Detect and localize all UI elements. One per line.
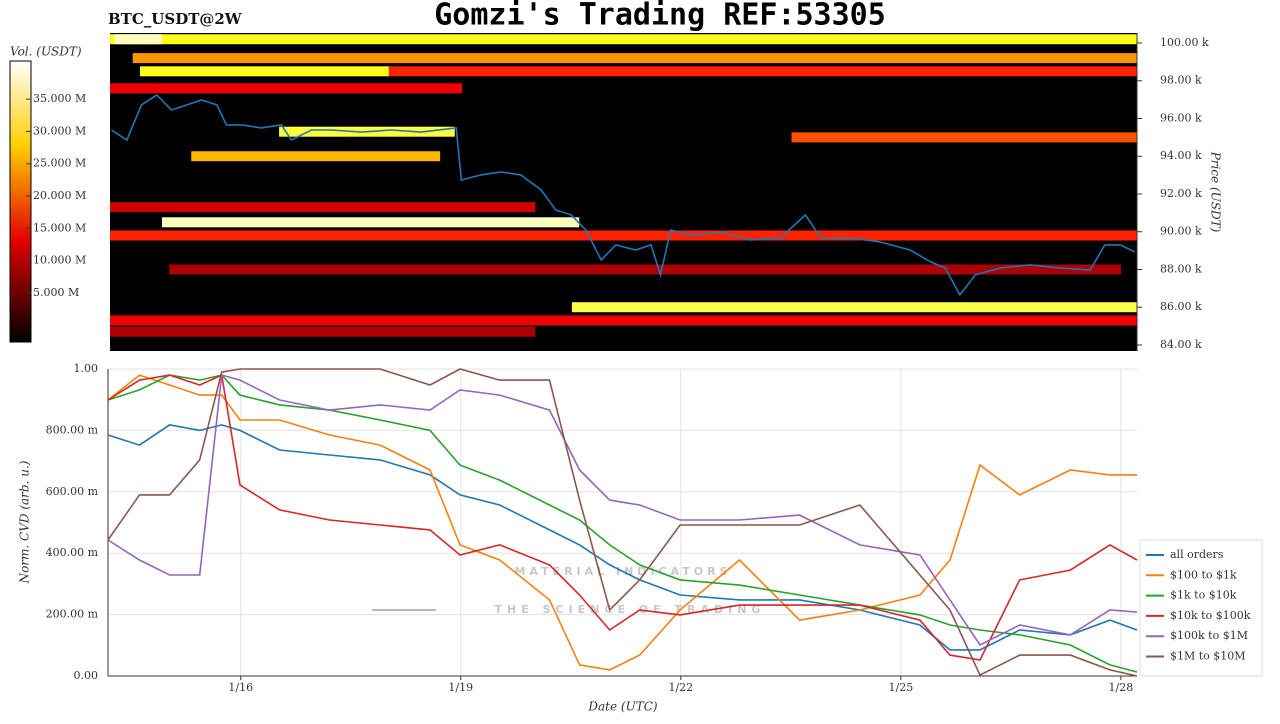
colorbar [9, 60, 32, 343]
y-tick-label: 86.00 k [1160, 300, 1202, 313]
watermark: MATERIAL INDICATORS [514, 565, 731, 578]
series-line [107, 373, 1138, 661]
x-tick-label: 1/19 [448, 681, 473, 694]
x-tick-label: 1/16 [228, 681, 253, 694]
legend-label: $10k to $100k [1170, 609, 1251, 622]
heat-cell [114, 34, 162, 45]
chart-title: Gomzi's Trading REF:53305 [434, 0, 886, 33]
price-line [111, 93, 1136, 297]
colorbar-tick-label: 5.000 M [33, 286, 79, 299]
x-axis-label: Date (UTC) [587, 700, 657, 714]
y-tick-label: 88.00 k [1160, 262, 1202, 275]
x-tick-label: 1/25 [888, 681, 913, 694]
heat-cell [110, 202, 536, 213]
heat-cell [169, 264, 1121, 275]
y-tick-label: 0.00 [74, 669, 99, 682]
y-tick-label: 800.00 m [46, 423, 99, 436]
heat-cell [791, 132, 1137, 143]
legend-label: $1k to $10k [1170, 589, 1237, 602]
watermark-subtext: THE SCIENCE OF TRADING [495, 603, 766, 616]
y-axis-label: Price (USDT) [1209, 151, 1223, 233]
y-tick-label: 84.00 k [1160, 338, 1202, 351]
heat-cell [132, 53, 1138, 64]
y-tick-label: 200.00 m [46, 608, 99, 621]
legend-label: all orders [1170, 548, 1224, 561]
heat-cell [110, 83, 463, 94]
series-line [107, 368, 1138, 677]
heat-cell [571, 302, 1137, 313]
colorbar-tick-label: 25.000 M [33, 157, 86, 170]
legend-box [1139, 539, 1263, 677]
y-tick-label: 90.00 k [1160, 225, 1202, 238]
legend-label: $1M to $10M [1170, 650, 1246, 663]
y-tick-label: 98.00 k [1160, 74, 1202, 87]
heat-cell [110, 34, 1137, 45]
heat-cell [110, 315, 1137, 326]
heat-cell [140, 66, 389, 77]
x-tick-label: 1/28 [1109, 681, 1134, 694]
legend-label: $100 to $1k [1170, 568, 1237, 581]
series-line [107, 374, 1137, 671]
y-tick-label: 94.00 k [1160, 149, 1202, 162]
heat-cell [191, 151, 441, 162]
series-line [107, 424, 1138, 651]
heat-cell [110, 326, 536, 337]
colorbar-tick-label: 30.000 M [33, 124, 86, 137]
heat-cell [110, 230, 1137, 241]
legend-label: $100k to $1M [1170, 629, 1248, 642]
heat-cell [161, 217, 580, 228]
colorbar-tick-label: 20.000 M [33, 189, 86, 202]
colorbar-tick-label: 35.000 M [33, 92, 86, 105]
y-tick-label: 96.00 k [1160, 111, 1202, 124]
colorbar-label: Vol. (USDT) [10, 45, 82, 59]
y-axis-label: Norm. CVD (arb. u.) [18, 460, 32, 584]
heat-cell [388, 66, 1138, 77]
colorbar-tick-label: 10.000 M [33, 254, 86, 267]
x-tick-label: 1/22 [668, 681, 693, 694]
y-tick-label: 400.00 m [46, 546, 99, 559]
symbol-label: BTC_USDT@2W [108, 10, 243, 28]
series-line [107, 374, 1138, 673]
y-tick-label: 1.00 [74, 362, 99, 375]
y-tick-label: 100.00 k [1160, 36, 1209, 49]
colorbar-tick-label: 15.000 M [33, 221, 86, 234]
series-line [107, 374, 1138, 647]
y-tick-label: 600.00 m [46, 485, 99, 498]
y-tick-label: 92.00 k [1160, 187, 1202, 200]
